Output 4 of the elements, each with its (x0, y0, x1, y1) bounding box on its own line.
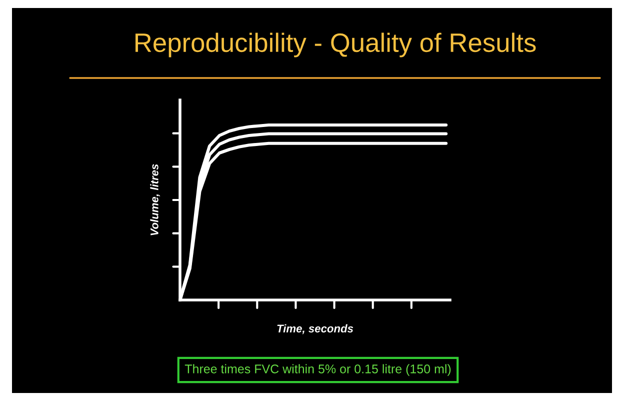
y-axis-title: Volume, litres (150, 164, 160, 236)
chart-title: Reproducibility - Quality of Results (136, 32, 536, 58)
text: Three times FVC within 5% or 0.15 litre (150 ml) (184, 364, 451, 376)
x-axis-title: Time, seconds (277, 324, 354, 334)
